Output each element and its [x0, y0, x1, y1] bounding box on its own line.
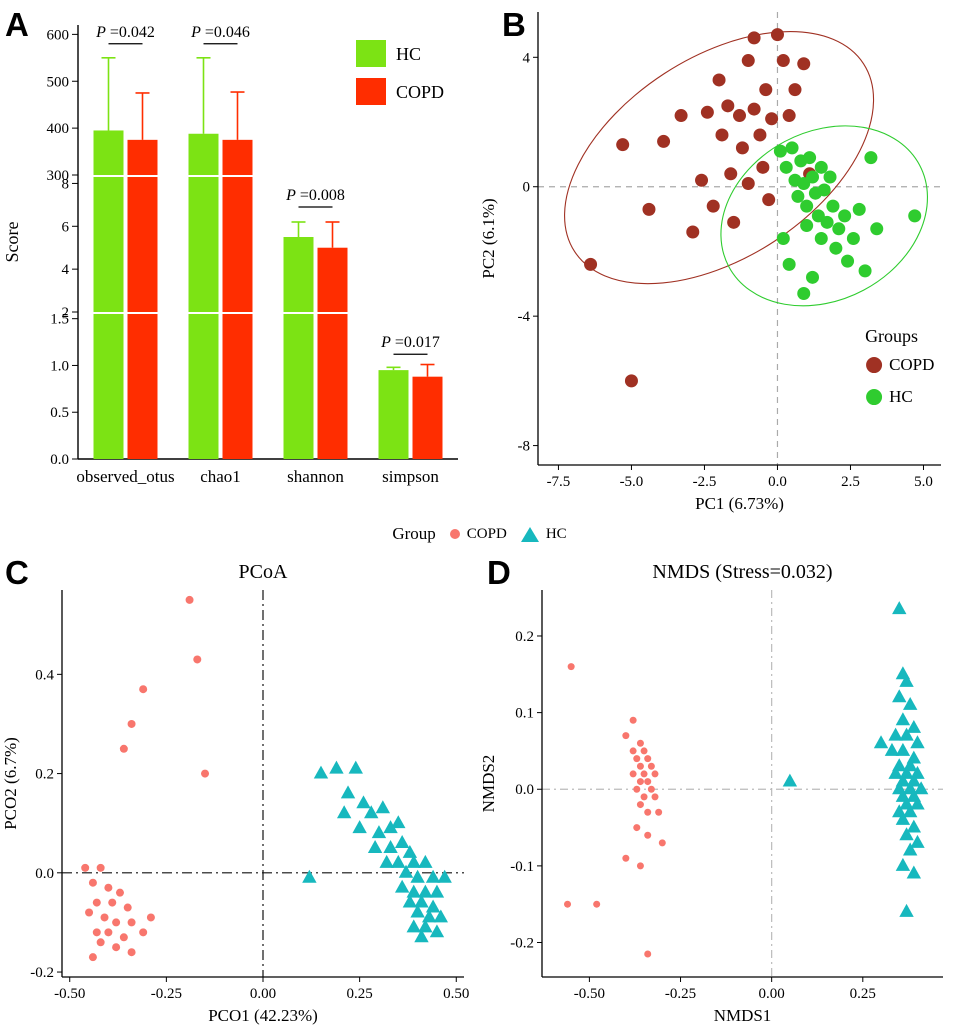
panel-c-pcoa-scatter-plot: -0.50 -0.25 0.00 0.25 0.50 -0.2 0.0 0.2 0.4 PCO1 …	[0, 550, 478, 1031]
svg-text:500: 500	[47, 74, 70, 90]
svg-text:5.0: 5.0	[914, 474, 933, 490]
svg-text:observed_otus: observed_otus	[76, 467, 174, 486]
svg-text:-8: -8	[518, 439, 531, 455]
svg-text:400: 400	[47, 121, 70, 137]
panel-d-label: D	[487, 554, 511, 591]
svg-text:0.0: 0.0	[768, 474, 787, 490]
svg-text:600: 600	[47, 27, 70, 43]
svg-text:COPD: COPD	[889, 355, 934, 374]
svg-text:Groups: Groups	[865, 326, 918, 346]
svg-text:-0.25: -0.25	[151, 986, 182, 1002]
panel-b-pca-scatter-plot: -7.5 -5.0 -2.5 0.0 2.5 5.0 -8 -4 0 4 PC1 (6.73%) PC…	[478, 0, 959, 515]
svg-text:PC1 (6.73%): PC1 (6.73%)	[695, 494, 784, 513]
svg-text:-4: -4	[518, 309, 531, 325]
svg-text:PCoA: PCoA	[239, 561, 288, 583]
svg-text:4: 4	[523, 50, 531, 66]
svg-text:NMDS1: NMDS1	[714, 1006, 772, 1025]
svg-text:-0.25: -0.25	[665, 986, 696, 1002]
svg-text:simpson: simpson	[382, 467, 439, 486]
svg-text:6: 6	[62, 219, 70, 235]
svg-text:NMDS (Stress=0.032): NMDS (Stress=0.032)	[652, 561, 832, 583]
hc-triangle-marker-icon	[520, 526, 539, 542]
panel-a-alpha-diversity-bar-chart: 300 400 500 600 2 4 6 8 0.0 0.5 1.0 1.5 observed_otu…	[0, 0, 470, 515]
group-legend-item-hc: HC	[520, 525, 567, 543]
svg-text:P =0.042: P =0.042	[95, 24, 155, 41]
svg-text:-0.50: -0.50	[54, 986, 85, 1002]
svg-text:PC2 (6.1%): PC2 (6.1%)	[479, 198, 498, 278]
svg-text:-0.2: -0.2	[510, 936, 534, 952]
svg-text:0.00: 0.00	[250, 986, 276, 1002]
svg-text:-5.0: -5.0	[620, 474, 644, 490]
svg-text:NMDS2: NMDS2	[479, 755, 498, 813]
svg-text:chao1: chao1	[200, 467, 241, 486]
svg-text:0.00: 0.00	[759, 986, 785, 1002]
panel-b-label: B	[502, 6, 526, 43]
svg-text:-0.50: -0.50	[574, 986, 605, 1002]
svg-text:4: 4	[62, 262, 70, 278]
panel-c-label: C	[5, 554, 29, 591]
svg-text:-0.1: -0.1	[510, 859, 534, 875]
svg-text:0.0: 0.0	[515, 782, 534, 798]
svg-text:300: 300	[47, 168, 70, 184]
svg-text:0.5: 0.5	[50, 405, 69, 421]
svg-text:0.2: 0.2	[35, 767, 54, 783]
svg-text:PCO1 (42.23%): PCO1 (42.23%)	[208, 1006, 318, 1025]
group-legend-hc-label: HC	[545, 525, 567, 542]
svg-text:0.4: 0.4	[35, 667, 54, 683]
svg-text:shannon: shannon	[287, 467, 344, 486]
svg-text:P =0.008: P =0.008	[285, 187, 345, 204]
group-legend-item-copd: COPD	[449, 525, 507, 543]
svg-text:0: 0	[523, 180, 531, 196]
panel-a-label: A	[5, 6, 29, 43]
svg-text:0.0: 0.0	[50, 452, 69, 468]
svg-text:1.5: 1.5	[50, 312, 69, 328]
svg-text:0.1: 0.1	[515, 706, 534, 722]
svg-text:0.50: 0.50	[443, 986, 469, 1002]
svg-text:PCO2 (6.7%): PCO2 (6.7%)	[1, 737, 20, 830]
svg-text:8: 8	[62, 176, 70, 192]
panel-d-nmds-scatter-plot: -0.50 -0.25 0.00 0.25 -0.2 -0.1 0.0 0.1 0.2 NMDS1…	[478, 550, 959, 1031]
svg-text:1.0: 1.0	[50, 358, 69, 374]
svg-text:HC: HC	[889, 387, 913, 406]
svg-text:2.5: 2.5	[841, 474, 860, 490]
group-legend-title: Group	[392, 524, 436, 543]
svg-text:P =0.017: P =0.017	[380, 334, 440, 351]
svg-text:0.25: 0.25	[347, 986, 373, 1002]
svg-text:0.0: 0.0	[35, 866, 54, 882]
copd-circle-marker-icon	[449, 529, 460, 539]
svg-text:-7.5: -7.5	[547, 474, 571, 490]
svg-text:HC: HC	[396, 44, 421, 64]
svg-text:0.25: 0.25	[850, 986, 876, 1002]
svg-text:Score: Score	[2, 221, 22, 262]
svg-text:COPD: COPD	[396, 82, 444, 102]
group-legend-copd-label: COPD	[466, 525, 507, 542]
svg-text:0.2: 0.2	[515, 629, 534, 645]
svg-text:-0.2: -0.2	[30, 965, 54, 981]
svg-text:P =0.046: P =0.046	[190, 24, 250, 41]
svg-text:2: 2	[62, 305, 70, 321]
group-legend: Group COPD HC	[0, 524, 959, 544]
svg-text:-2.5: -2.5	[693, 474, 717, 490]
